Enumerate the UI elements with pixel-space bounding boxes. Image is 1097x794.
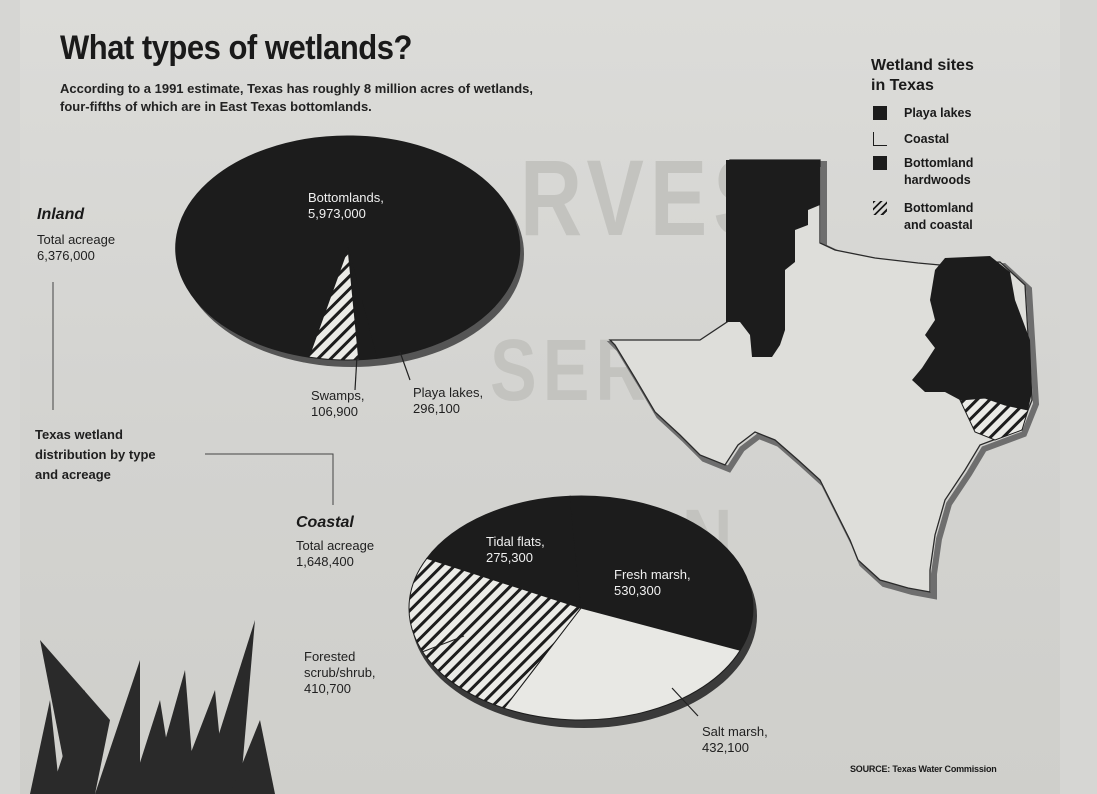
- total-label: Total acreage: [296, 538, 375, 553]
- slice-name: Salt marsh,: [702, 724, 768, 739]
- slice-value: 5,973,000: [308, 206, 366, 221]
- slice-label-swamps: Swamps, 106,900: [311, 388, 364, 420]
- coastal-pie: [408, 495, 757, 728]
- leader-line-salt-marsh: [671, 687, 699, 717]
- legend-item-bottomland-hardwoods: Bottomland hardwoods: [873, 155, 973, 189]
- slice-label-playa-lakes: Playa lakes, 296,100: [413, 385, 483, 417]
- distribution-line: distribution by type: [35, 447, 156, 462]
- leader-line-swamps: [354, 355, 358, 391]
- grass-illustration: [30, 620, 275, 794]
- slice-name-cont: scrub/shrub,: [304, 665, 376, 680]
- slice-name: Swamps,: [311, 388, 365, 403]
- total-value: 1,648,400: [296, 554, 354, 569]
- legend-swatch-solid: [873, 156, 887, 170]
- slice-name: Forested: [304, 649, 356, 664]
- page-title: What types of wetlands?: [60, 28, 412, 67]
- coastal-total: Total acreage 1,648,400: [296, 538, 374, 570]
- slice-name: Fresh marsh,: [614, 567, 691, 582]
- pie-slice-fresh-marsh: [569, 495, 754, 651]
- legend-label: Playa lakes: [904, 106, 972, 120]
- inland-total: Total acreage 6,376,000: [37, 232, 115, 264]
- legend-title: Wetland sites in Texas: [871, 56, 974, 96]
- leader-line-forested: [421, 635, 465, 653]
- slice-value: 530,300: [614, 583, 661, 598]
- texas-map: [606, 159, 1040, 600]
- slice-name: Tidal flats,: [486, 534, 545, 549]
- legend-label-line: hardwoods: [904, 173, 971, 187]
- legend-label-line: Bottomland: [904, 201, 974, 215]
- pie-slice-forested-scrub-shrub: [408, 557, 582, 709]
- bottomland-coastal-region: [959, 397, 1029, 441]
- distribution-line: Texas wetland: [35, 427, 123, 442]
- legend-item-coastal: Coastal: [873, 131, 949, 148]
- distribution-line: and acreage: [35, 467, 111, 482]
- pie-slice-bottomlands: [175, 135, 521, 359]
- playa-lakes-region: [726, 160, 820, 357]
- total-label: Total acreage: [37, 232, 116, 247]
- legend-item-bottomland-coastal: Bottomland and coastal: [873, 200, 973, 234]
- legend-item-playa-lakes: Playa lakes: [873, 105, 971, 122]
- total-value: 6,376,000: [37, 248, 95, 263]
- subtitle-line: According to a 1991 estimate, Texas has …: [60, 81, 533, 96]
- coastal-section-title: Coastal: [296, 514, 354, 531]
- legend-swatch-hatched: [873, 201, 887, 215]
- slice-value: 106,900: [311, 404, 358, 419]
- legend-label-line: Bottomland: [904, 156, 974, 170]
- source-note: SOURCE: Texas Water Commission: [850, 764, 997, 774]
- slice-label-forested: Forested scrub/shrub, 410,700: [304, 649, 376, 697]
- slice-label-tidal-flats: Tidal flats, 275,300: [486, 534, 545, 566]
- pie-slice-tidal-flats: [425, 495, 582, 609]
- inland-section-title: Inland: [37, 206, 85, 223]
- slice-label-fresh-marsh: Fresh marsh, 530,300: [614, 567, 691, 599]
- pie-slice-playa-lakes: [308, 247, 360, 361]
- subtitle: According to a 1991 estimate, Texas has …: [60, 80, 660, 116]
- inland-pie: [175, 135, 524, 367]
- slice-value: 296,100: [413, 401, 460, 416]
- pie-slice-salt-marsh: [503, 607, 741, 721]
- distribution-label: Texas wetland distribution by type and a…: [35, 425, 156, 485]
- subtitle-line: four-fifths of which are in East Texas b…: [60, 99, 372, 114]
- legend-label: Coastal: [904, 132, 950, 146]
- legend-label-line: and coastal: [904, 218, 973, 232]
- slice-value: 275,300: [486, 550, 533, 565]
- slice-label-salt-marsh: Salt marsh, 432,100: [702, 724, 768, 756]
- slice-value: 432,100: [702, 740, 749, 755]
- legend-title-line: in Texas: [871, 77, 934, 94]
- legend-swatch-solid: [873, 106, 887, 120]
- bottomland-hardwoods-region: [912, 256, 1032, 410]
- connector-line: [205, 453, 334, 505]
- legend-label: Bottomland hardwoods: [904, 155, 973, 189]
- slice-name: Bottomlands,: [308, 190, 384, 205]
- slice-value: 410,700: [304, 681, 351, 696]
- slice-label-bottomlands: Bottomlands, 5,973,000: [308, 190, 384, 222]
- slice-name: Playa lakes,: [413, 385, 484, 400]
- legend-swatch-corner: [873, 132, 887, 146]
- legend-label: Bottomland and coastal: [904, 200, 973, 234]
- legend-title-line: Wetland sites: [871, 57, 974, 74]
- leader-line-playa-lakes: [399, 351, 411, 381]
